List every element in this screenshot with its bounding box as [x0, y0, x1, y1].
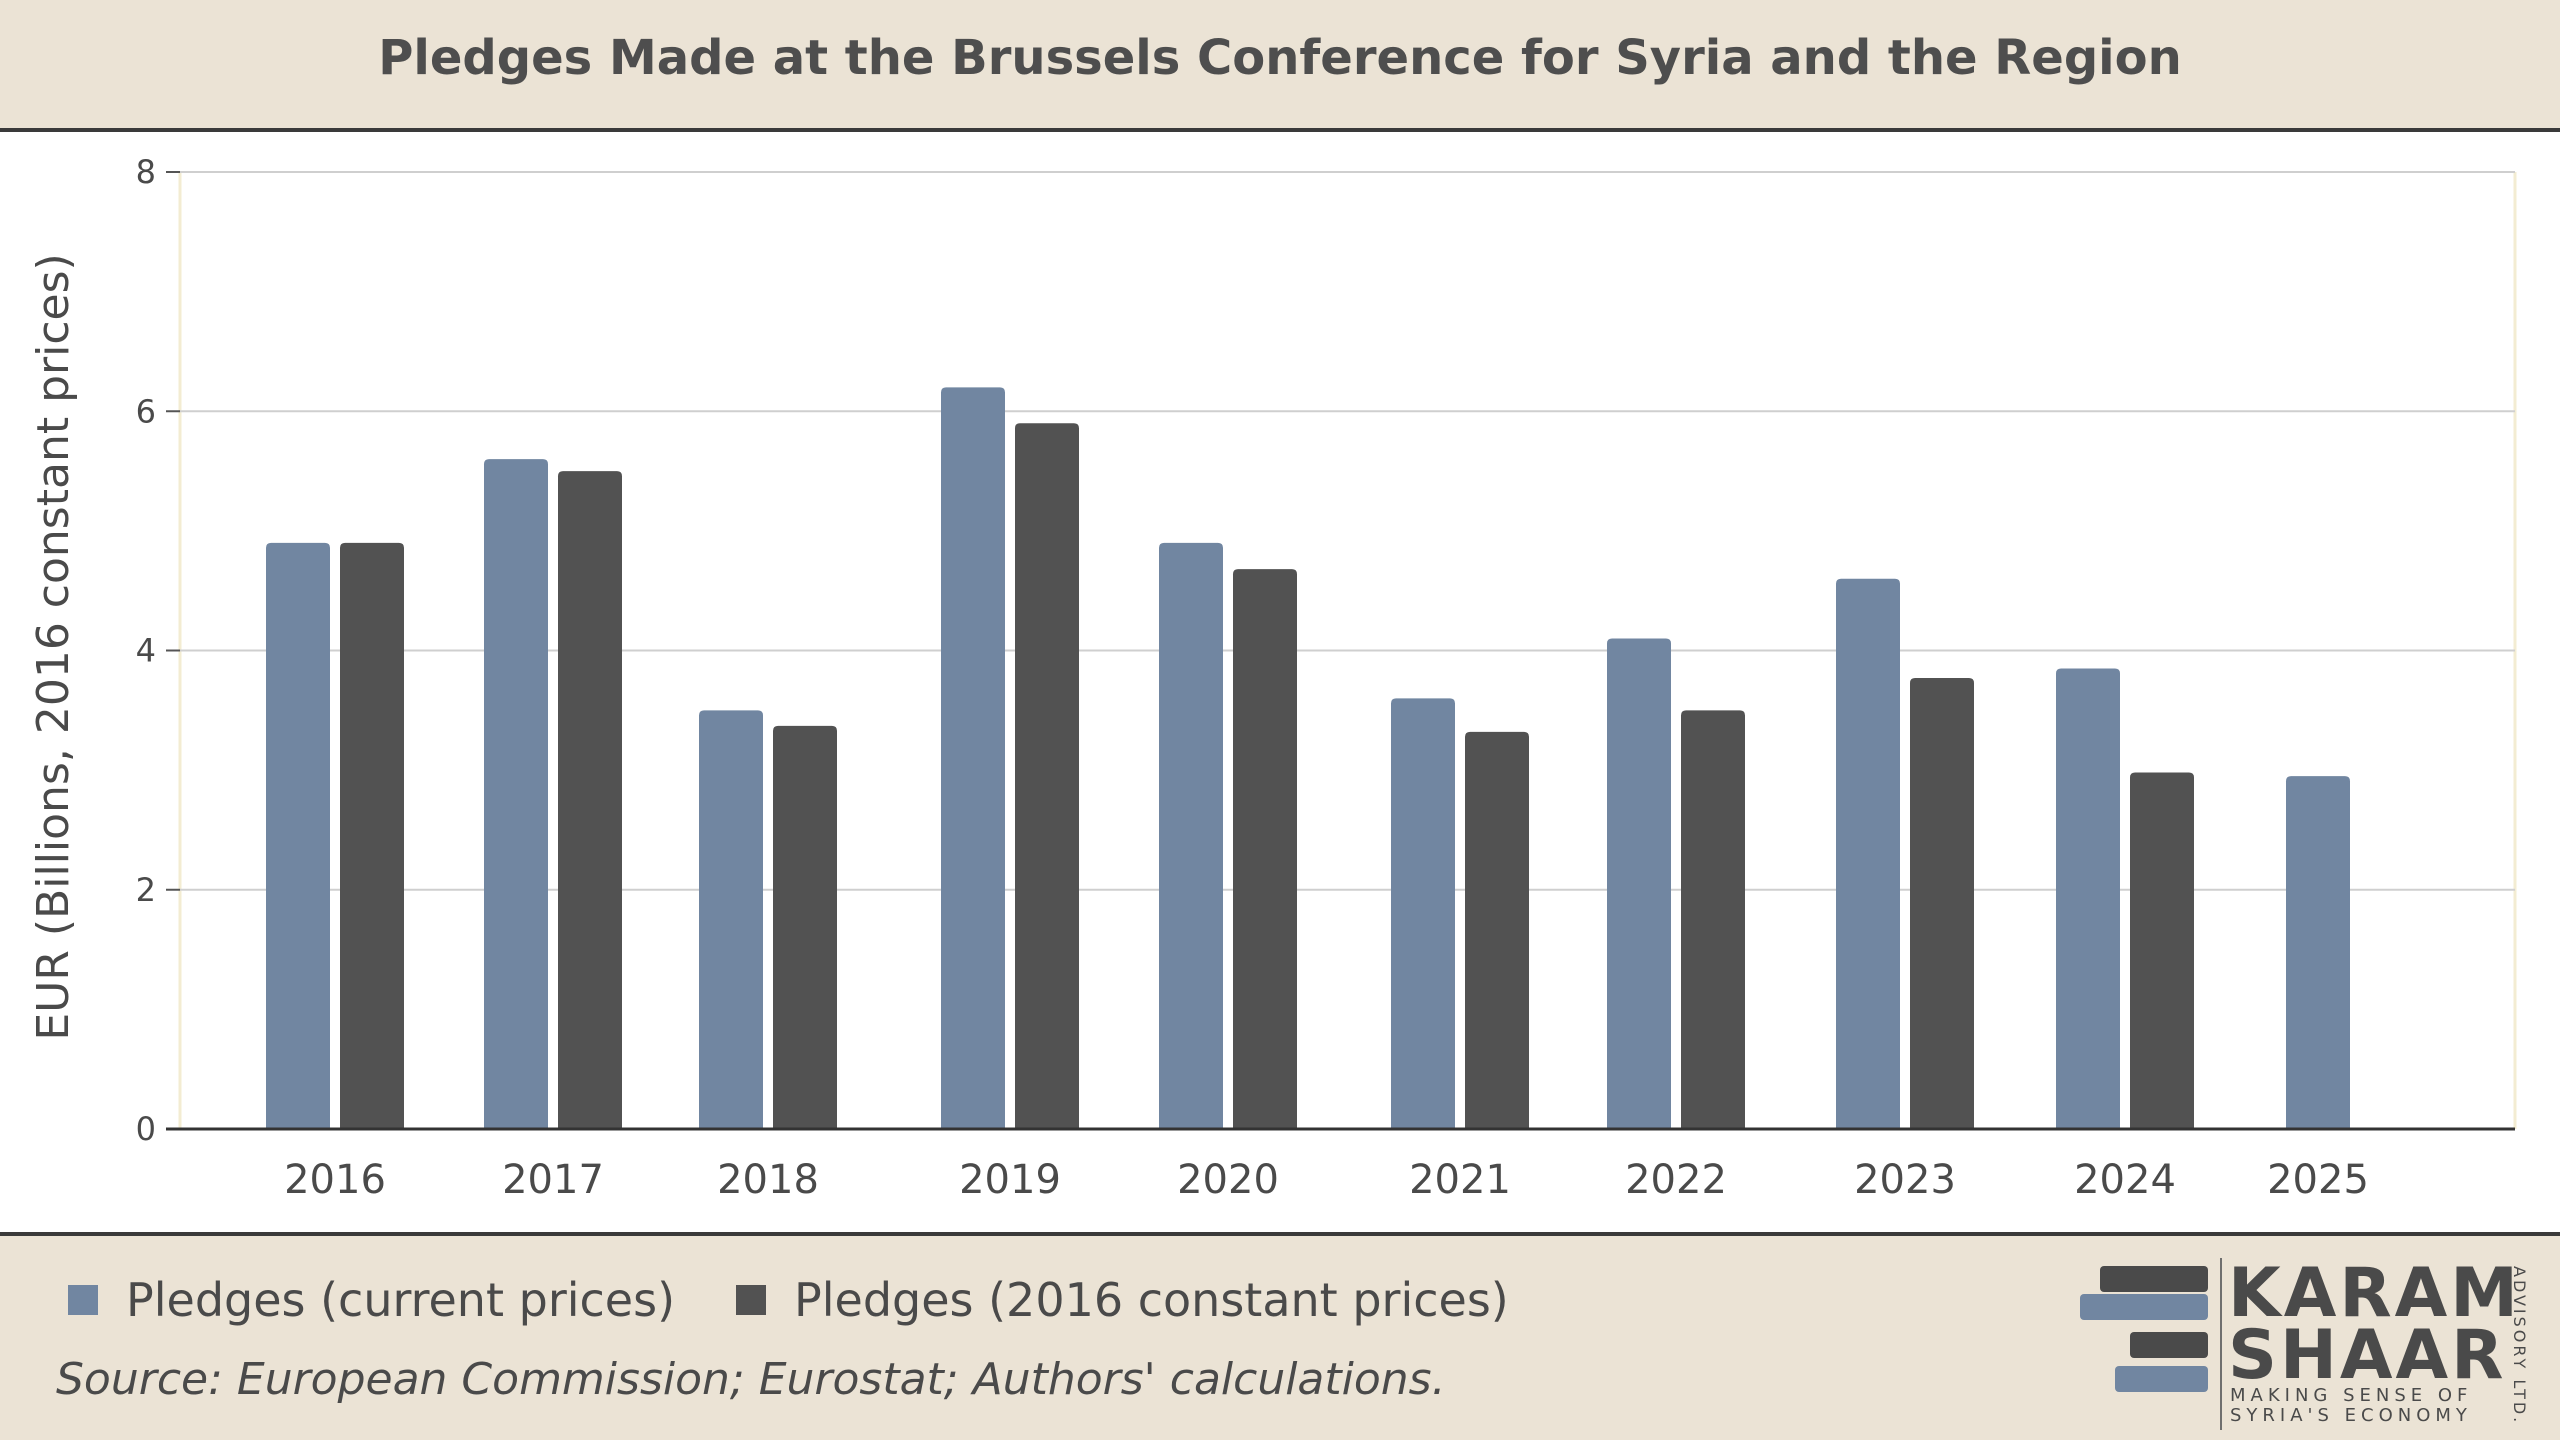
bar-current-2017 — [484, 459, 548, 1130]
bar-constant-2022 — [1681, 710, 1745, 1129]
legend-swatch-constant — [736, 1285, 766, 1315]
logo-bar-1 — [2100, 1266, 2208, 1292]
chart-header: Pledges Made at the Brussels Conference … — [0, 0, 2560, 132]
logo-word-shaar: SHAAR — [2228, 1316, 2507, 1395]
karam-shaar-logo: KARAM SHAAR MAKING SENSE OF SYRIA'S ECON… — [2075, 1258, 2545, 1430]
y-tick-label: 4 — [136, 632, 156, 670]
x-tick-label-2024: 2024 — [2074, 1157, 2176, 1203]
legend-item-constant: Pledges (2016 constant prices) — [736, 1270, 1509, 1330]
x-tick-label-2022: 2022 — [1625, 1157, 1727, 1203]
bar-chart: 0 2 4 6 8 2016 2017 2018 2019 2020 2021 2022 2023 202… — [28, 153, 2517, 1203]
x-tick-label-2019: 2019 — [959, 1157, 1061, 1203]
bar-constant-2017 — [558, 471, 622, 1129]
chart-title: Pledges Made at the Brussels Conference … — [378, 30, 2182, 86]
x-tick-label-2020: 2020 — [1177, 1157, 1279, 1203]
x-tick-label-2018: 2018 — [717, 1157, 819, 1203]
bar-current-2023 — [1836, 578, 1900, 1129]
bar-current-2016 — [266, 542, 330, 1129]
y-tick-label: 0 — [136, 1110, 156, 1148]
bar-current-2021 — [1391, 698, 1455, 1129]
bar-constant-2021 — [1465, 731, 1529, 1129]
logo-bar-4 — [2115, 1366, 2208, 1392]
x-tick-label-2017: 2017 — [502, 1157, 604, 1203]
bars — [266, 387, 2350, 1130]
chart-footer: Pledges (current prices) Pledges (2016 c… — [0, 1236, 2560, 1440]
x-tick-label-2025: 2025 — [2267, 1157, 2369, 1203]
bar-constant-2023 — [1910, 678, 1974, 1129]
logo-tagline-1: MAKING SENSE OF — [2230, 1385, 2473, 1406]
bar-current-2020 — [1159, 542, 1223, 1129]
legend-swatch-current — [68, 1285, 98, 1315]
y-tick-label: 6 — [136, 392, 156, 430]
logo-bar-3 — [2130, 1332, 2208, 1358]
logo-side-text: ADVISORY LTD. — [2510, 1266, 2529, 1426]
bar-current-2024 — [2056, 668, 2120, 1129]
legend-label-constant: Pledges (2016 constant prices) — [794, 1273, 1509, 1327]
x-tick-label-2023: 2023 — [1854, 1157, 1956, 1203]
y-tick-label: 2 — [136, 871, 156, 909]
bar-current-2025 — [2286, 776, 2350, 1129]
logo-bar-2 — [2080, 1294, 2208, 1320]
legend-label-current: Pledges (current prices) — [126, 1273, 676, 1327]
x-tick-label-2021: 2021 — [1409, 1157, 1511, 1203]
plot-area: 0 2 4 6 8 2016 2017 2018 2019 2020 2021 2022 2023 202… — [0, 132, 2560, 1236]
legend-item-current: Pledges (current prices) — [68, 1270, 675, 1330]
bar-constant-2020 — [1233, 569, 1297, 1129]
logo-word-karam: KARAM — [2228, 1254, 2521, 1333]
bar-constant-2024 — [2130, 772, 2194, 1129]
source-note: Source: European Commission; Eurostat; A… — [56, 1354, 1446, 1405]
y-axis-label: EUR (Billions, 2016 constant prices) — [28, 253, 79, 1040]
x-tick-label-2016: 2016 — [284, 1157, 386, 1203]
logo-divider — [2220, 1258, 2222, 1430]
bar-constant-2019 — [1015, 423, 1079, 1129]
bar-current-2019 — [941, 387, 1005, 1129]
bar-current-2018 — [699, 710, 763, 1129]
bar-constant-2018 — [773, 725, 837, 1129]
axes: 0 2 4 6 8 2016 2017 2018 2019 2020 2021 2022 2023 202… — [136, 153, 2515, 1203]
logo-tagline-2: SYRIA'S ECONOMY — [2230, 1405, 2472, 1426]
bar-current-2022 — [1607, 638, 1671, 1129]
y-tick-label: 8 — [136, 153, 156, 191]
bar-constant-2016 — [340, 542, 404, 1129]
